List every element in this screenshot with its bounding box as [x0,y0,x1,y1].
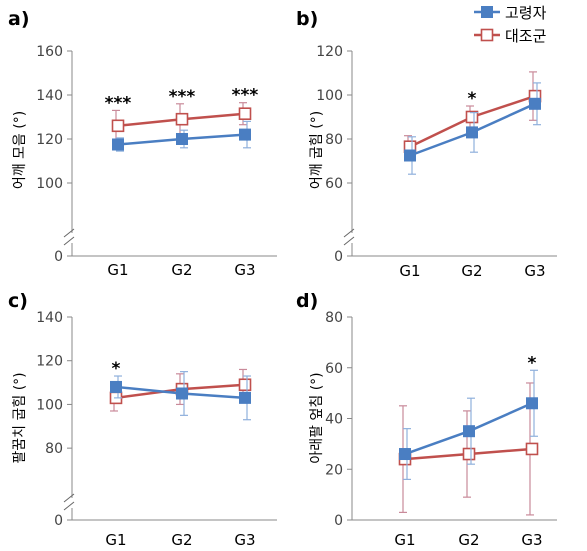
legend-marker-control [480,28,494,42]
axis-break-mark [343,228,355,238]
y-tick-label: 0 [334,249,343,265]
panel-letter: a) [8,8,30,30]
data-point-marker [239,391,251,404]
data-point-marker [466,126,478,139]
data-point-marker [175,112,189,126]
x-tick-label: G2 [461,262,482,280]
y-tick-label: 0 [54,249,63,265]
legend: 고령자 대조군 [474,4,547,45]
y-tick-label: 120 [36,354,63,370]
axis-break-mark [63,501,75,511]
series-elderly [112,120,251,152]
axis-break-mark [343,236,355,246]
y-tick-label: 0 [54,513,63,529]
y-tick-label: 100 [36,397,63,413]
panel-letter: b) [296,8,318,30]
data-point-marker [529,97,541,110]
data-point-marker [238,378,252,392]
x-tick-label: G2 [171,261,192,279]
y-tick-label: 0 [334,513,343,529]
axis-break-mark [63,236,75,246]
x-tick-label: G1 [105,531,126,549]
data-point-marker [462,447,476,461]
data-point-marker [399,448,411,461]
chart-panel-2: b) 0 60 80 100 120 어깨 굽힘 (°) G1 G2 G3 * [296,8,557,280]
panel-letter: c) [8,290,28,312]
data-point-marker [525,442,539,456]
x-tick-label: G3 [234,261,255,279]
y-tick-label: 120 [316,44,343,60]
data-point-marker [110,380,122,393]
legend-label-elderly: 고령자 [505,4,547,22]
data-point-marker [404,149,416,162]
significance-marker: * [528,353,537,373]
significance-marker: *** [169,87,196,107]
y-tick-label: 60 [325,361,343,377]
y-axis-label: 아래팔 엎침 (°) [309,372,325,463]
x-tick-label: G2 [171,531,192,549]
y-tick-label: 80 [45,441,63,457]
y-tick-label: 140 [36,88,63,104]
y-tick-label: 60 [325,176,343,192]
y-tick-label: 80 [325,310,343,326]
significance-marker: * [112,359,121,379]
x-tick-label: G2 [458,531,479,549]
chart-panel-1: a) 0 100 120 140 160 어깨 모음 (°) G1 G2 G3 *** *** *** [8,8,277,279]
axis-break-mark [63,493,75,503]
legend-marker-elderly [481,6,493,18]
chart-panel-4: d) 0 20 40 60 80 아래팔 엎침 (°) G1 G2 G3 * [296,290,557,549]
series-elderly [399,369,538,480]
x-tick-label: G3 [524,262,545,280]
y-tick-label: 100 [36,176,63,192]
y-tick-label: 100 [316,88,343,104]
series-elderly [404,82,541,175]
x-tick-label: G3 [234,531,255,549]
series-elderly [110,371,251,421]
significance-marker: *** [232,86,259,106]
y-tick-label: 120 [36,132,63,148]
y-axis-label: 어깨 모음 (°) [12,111,28,189]
series-control [403,71,542,159]
x-tick-label: G1 [107,261,128,279]
axis-break-mark [63,228,75,238]
x-tick-label: G1 [399,262,420,280]
legend-label-control: 대조군 [505,27,547,45]
y-axis-label: 어깨 굽힘 (°) [309,111,325,189]
y-tick-label: 80 [325,132,343,148]
data-point-marker [463,425,475,438]
data-point-marker [176,133,188,145]
panel-letter: d) [296,290,318,312]
data-point-marker [238,107,252,120]
data-point-marker [111,119,125,133]
data-point-marker [465,110,479,124]
y-tick-label: 140 [36,310,63,326]
x-tick-label: G1 [394,531,415,549]
y-tick-label: 40 [325,412,343,428]
chart-panel-3: c) 0 80 100 120 140 팔꿈치 굽힘 (°) G1 G2 G3 * [8,290,277,549]
data-point-marker [112,138,124,151]
y-axis-label: 팔꿈치 굽힘 (°) [12,372,28,463]
data-point-marker [526,397,538,410]
data-point-marker [239,128,251,141]
y-tick-label: 20 [325,462,343,478]
significance-marker: *** [105,93,132,113]
x-tick-label: G3 [521,531,542,549]
y-tick-label: 160 [36,44,63,60]
series-control [111,102,252,142]
data-point-marker [176,387,188,400]
significance-marker: * [468,89,477,109]
